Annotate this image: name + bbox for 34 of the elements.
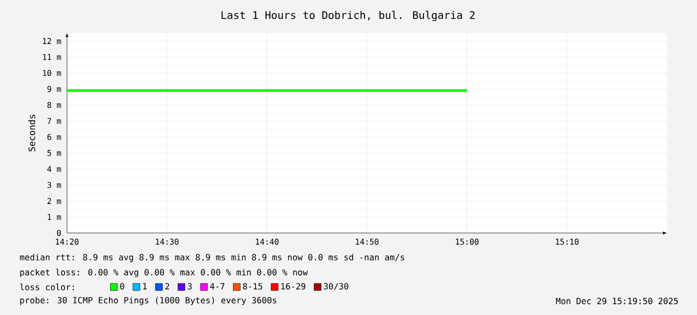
text: probe: 30 ICMP Echo Pings (1000 Bytes) every 3600s xyxy=(20,296,276,306)
y-tick-label: 6 m xyxy=(47,134,61,140)
text: packet loss: 0.00 % avg 0.00 % max 0.00 % min 0.00 % now xyxy=(20,268,308,278)
legend-label: 2 xyxy=(165,283,170,290)
y-axis-title: Seconds xyxy=(28,114,36,152)
x-tick-label: 14:30 xyxy=(156,238,179,245)
x-tick-label: 15:10 xyxy=(556,238,579,245)
x-tick-label: 14:40 xyxy=(256,238,279,245)
x-tick-label: 14:20 xyxy=(56,238,79,245)
legend-label: 3 xyxy=(188,283,192,290)
legend-label: 16-29 xyxy=(281,283,306,290)
text: median rtt: 8.9 ms avg 8.9 ms max 8.9 ms min 8.9 ms now 0.0 ms sd -nan am/s xyxy=(20,254,404,262)
y-tick-label: 5 m xyxy=(47,150,61,156)
y-tick-label: 2 m xyxy=(47,198,61,204)
x-tick-label: 15:00 xyxy=(456,238,479,245)
text: Mon Dec 29 15:19:50 2025 xyxy=(556,298,678,304)
y-tick-label: 7 m xyxy=(47,118,61,124)
legend-label: 0 xyxy=(120,283,124,290)
y-tick-label: 10 m xyxy=(43,70,61,76)
y-tick-label: 1 m xyxy=(48,214,61,220)
y-tick-label: 0 xyxy=(57,230,61,236)
chart-title: Last 1 Hours to Dobrich, bul. Bulgaria 2 xyxy=(222,10,475,22)
y-tick-label: 8 m xyxy=(47,102,61,108)
legend-label: 30/30 xyxy=(324,283,348,290)
y-tick-label: 4 m xyxy=(47,166,61,172)
legend-label: 1 xyxy=(143,283,147,290)
text: loss color: xyxy=(20,284,74,290)
legend-label: 8-15 xyxy=(242,283,262,290)
y-tick-label: 9 m xyxy=(47,86,61,92)
legend-label: 4-7 xyxy=(210,283,224,290)
y-tick-label: 12 m xyxy=(43,38,61,44)
y-tick-label: 11 m xyxy=(43,54,61,60)
y-tick-label: 3 m xyxy=(47,182,61,188)
x-tick-label: 14:50 xyxy=(356,238,379,245)
